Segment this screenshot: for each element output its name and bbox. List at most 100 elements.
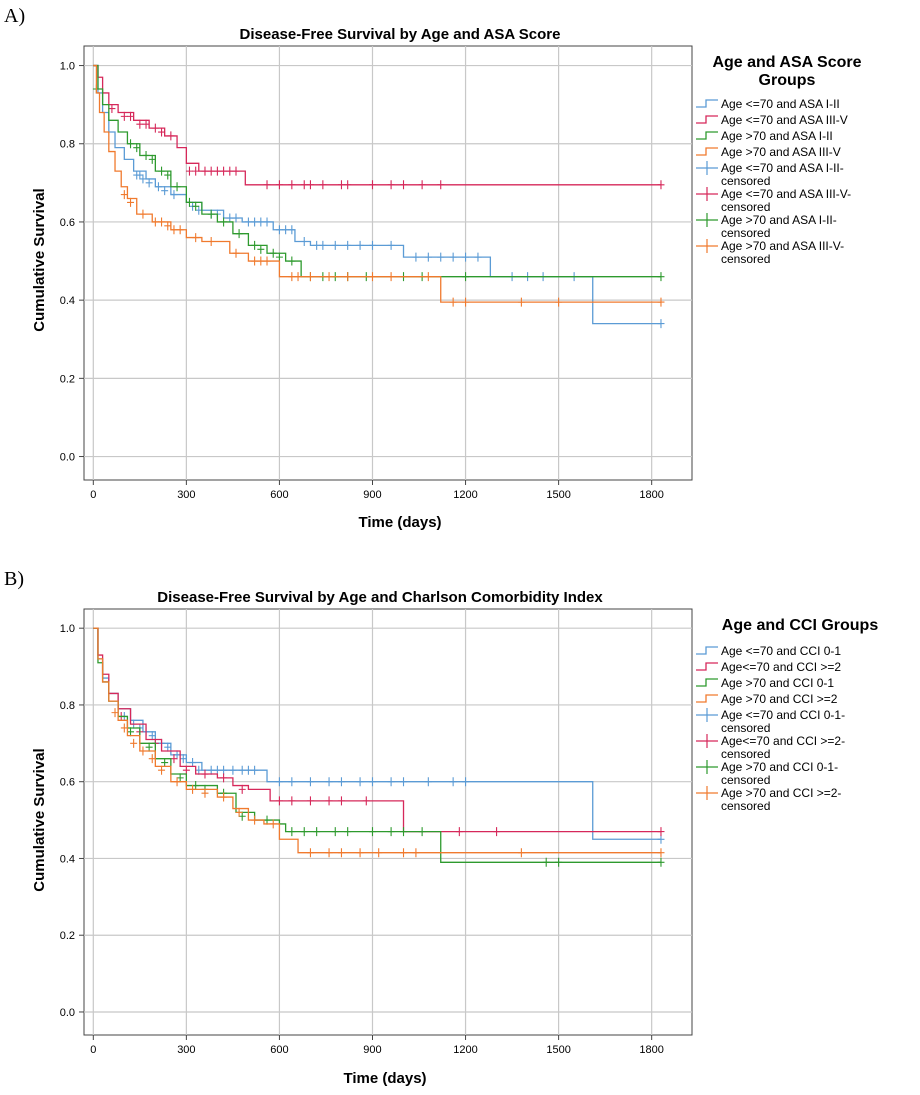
chart-b-legend-label-line: Age >70 and CCI 0-1- [721, 760, 838, 774]
chart-b-legend-symbol-4 [696, 708, 718, 722]
chart-a-series-1-censor-mark [319, 180, 327, 190]
chart-b-legend-title: Age and CCI Groups [722, 617, 879, 634]
chart-a-series-1-censor-mark [142, 119, 150, 129]
chart-a-ytick-label: 0.0 [60, 452, 75, 464]
chart-b-series-0-censor-mark [251, 765, 259, 775]
chart-b-legend-label-line: Age <=70 and CCI 0-1- [721, 708, 845, 722]
chart-a-series-1-censor-mark [220, 166, 228, 176]
chart-a-series-2-censor-mark [158, 166, 166, 176]
chart-a-series-0-censor-mark [300, 236, 308, 246]
chart-b-series-0-censor-mark [325, 777, 333, 787]
chart-a-series-2-censor-mark [269, 248, 277, 258]
chart-b-legend-symbol-0 [696, 646, 718, 655]
chart-a-series-1-censor-mark [657, 180, 665, 190]
chart-a-series-2-censor-mark [148, 154, 156, 164]
panel-letter-b: B) [4, 568, 24, 590]
chart-b-series-3-censor-mark [517, 848, 525, 858]
chart-a-series-3-censor-mark [207, 236, 215, 246]
chart-a-legend-label-line: censored [721, 226, 770, 240]
chart-b-series-1-censor-mark [201, 769, 209, 779]
chart-a-legend-label-7: Age >70 and ASA III-V-censored [721, 239, 844, 266]
chart-a-series-0-censor-mark [412, 252, 420, 262]
chart-a-xtick-label: 0 [90, 489, 96, 501]
chart-b-series-0-censor-mark [288, 777, 296, 787]
chart-b-series-0-censor-mark [400, 777, 408, 787]
chart-a-series-3-censor-mark [158, 217, 166, 227]
chart-a-xlabel: Time (days) [358, 514, 441, 531]
chart-a-ytick-label: 0.6 [60, 217, 75, 229]
chart-b-series-0-censor-mark [213, 765, 221, 775]
chart-a-series-0-censor-mark [139, 174, 147, 184]
chart-a-legend-label-line: censored [721, 200, 770, 214]
chart-b-series-2-censor-mark [368, 827, 376, 837]
chart-b-series-0-censor-mark [148, 731, 156, 741]
chart-b-series-3-censor-mark [111, 708, 119, 718]
chart-b-series-1-censor-mark [493, 827, 501, 837]
chart-a-legend-label-line: Age >70 and ASA I-II- [721, 213, 837, 227]
chart-a-series-0-censor-mark [161, 186, 169, 196]
chart-a-series-1-censor-mark [201, 166, 209, 176]
chart-a-ylabel: Cumulative Survival [31, 188, 48, 331]
chart-a-series-3-censor-mark [251, 256, 259, 266]
chart-b-series-2-censor-mark [127, 727, 135, 737]
chart-b-series-1-curve [93, 627, 661, 833]
chart-b-legend-symbol-3 [696, 694, 718, 703]
chart-a-series-3-censor-mark [462, 297, 470, 307]
chart-a-legend-symbol-0 [696, 99, 718, 108]
chart-b-ytick-label: 1.0 [60, 623, 75, 635]
chart-a-series-3-censor-mark [288, 272, 296, 282]
chart-a-legend-label-6: Age >70 and ASA I-II-censored [721, 213, 837, 240]
chart-b-series-0-censor-mark [195, 765, 203, 775]
chart-a-legend-symbol-4 [696, 161, 718, 175]
chart-a-series-1-censor-mark [207, 166, 215, 176]
chart-a-series-3-censor-mark [368, 272, 376, 282]
chart-a-series-2-censor-mark [235, 229, 243, 239]
chart-b-series-3-censor-mark [173, 777, 181, 787]
chart-b-series-3-censor-mark [400, 848, 408, 858]
chart-b-series-3-censor-mark [337, 848, 345, 858]
chart-a-xtick-label: 600 [270, 489, 288, 501]
chart-b-series-1-censor-mark [275, 796, 283, 806]
chart-b-legend-label-line: Age >70 and CCI 0-1 [721, 676, 834, 690]
chart-b-series-1-censor-mark [455, 827, 463, 837]
chart-b-ytick-label: 0.4 [60, 853, 75, 865]
chart-b-series-3-censor-mark [356, 848, 364, 858]
chart-a-series-2-censor-mark [173, 182, 181, 192]
chart-b-series-0-censor-mark [189, 758, 197, 768]
chart-a-series-0-censor-mark [282, 225, 290, 235]
chart-a-xtick-label: 1800 [639, 489, 663, 501]
chart-b-legend-label-line: Age<=70 and CCI >=2 [721, 660, 841, 674]
chart-b-legend-label-3: Age >70 and CCI >=2 [721, 692, 838, 706]
chart-b-xtick-label: 0 [90, 1044, 96, 1056]
chart-b-series-2-censor-mark [300, 827, 308, 837]
chart-a-series-3-censor-mark [139, 209, 147, 219]
chart-b-ytick-label: 0.2 [60, 930, 75, 942]
chart-a-series-0-censor-mark [462, 252, 470, 262]
chart-a-series-2-censor-mark [185, 197, 193, 207]
chart-a-series-2-censor-mark [275, 252, 283, 262]
chart-b-series-2-censor-mark [542, 857, 550, 867]
chart-a-series-2-censor-mark [657, 272, 665, 282]
chart-a-legend-title: Groups [759, 72, 816, 89]
chart-a-xtick-label: 900 [363, 489, 381, 501]
chart-a-series-0-censor-mark [657, 319, 665, 329]
chart-a-series-0-censor-mark [356, 240, 364, 250]
chart-b-xtick-label: 1800 [639, 1044, 663, 1056]
chart-a-xtick-label: 1200 [453, 489, 477, 501]
chart-a-series-1-censor-mark [120, 111, 128, 121]
chart-a-series-2-censor-mark [251, 240, 259, 250]
chart-b-series-3-censor-mark [189, 784, 197, 794]
chart-a-legend-label-1: Age <=70 and ASA III-V [721, 113, 848, 127]
chart-b-series-0-censor-mark [462, 777, 470, 787]
chart-b-series-0-censor-mark [173, 750, 181, 760]
chart-a-series-0-censor-mark [275, 225, 283, 235]
chart-a-legend-symbol-5 [696, 187, 718, 201]
chart-a-series-3-censor-mark [294, 272, 302, 282]
chart-b-legend-label-line: censored [721, 747, 770, 761]
chart-a-series-2-censor-mark [257, 244, 265, 254]
chart-a-legend-label-line: Age >70 and ASA I-II [721, 129, 833, 143]
chart-a-series-0-censor-mark [437, 252, 445, 262]
chart-a-series-0-censor-mark [474, 252, 482, 262]
chart-b-series-3-censor-mark [139, 746, 147, 756]
